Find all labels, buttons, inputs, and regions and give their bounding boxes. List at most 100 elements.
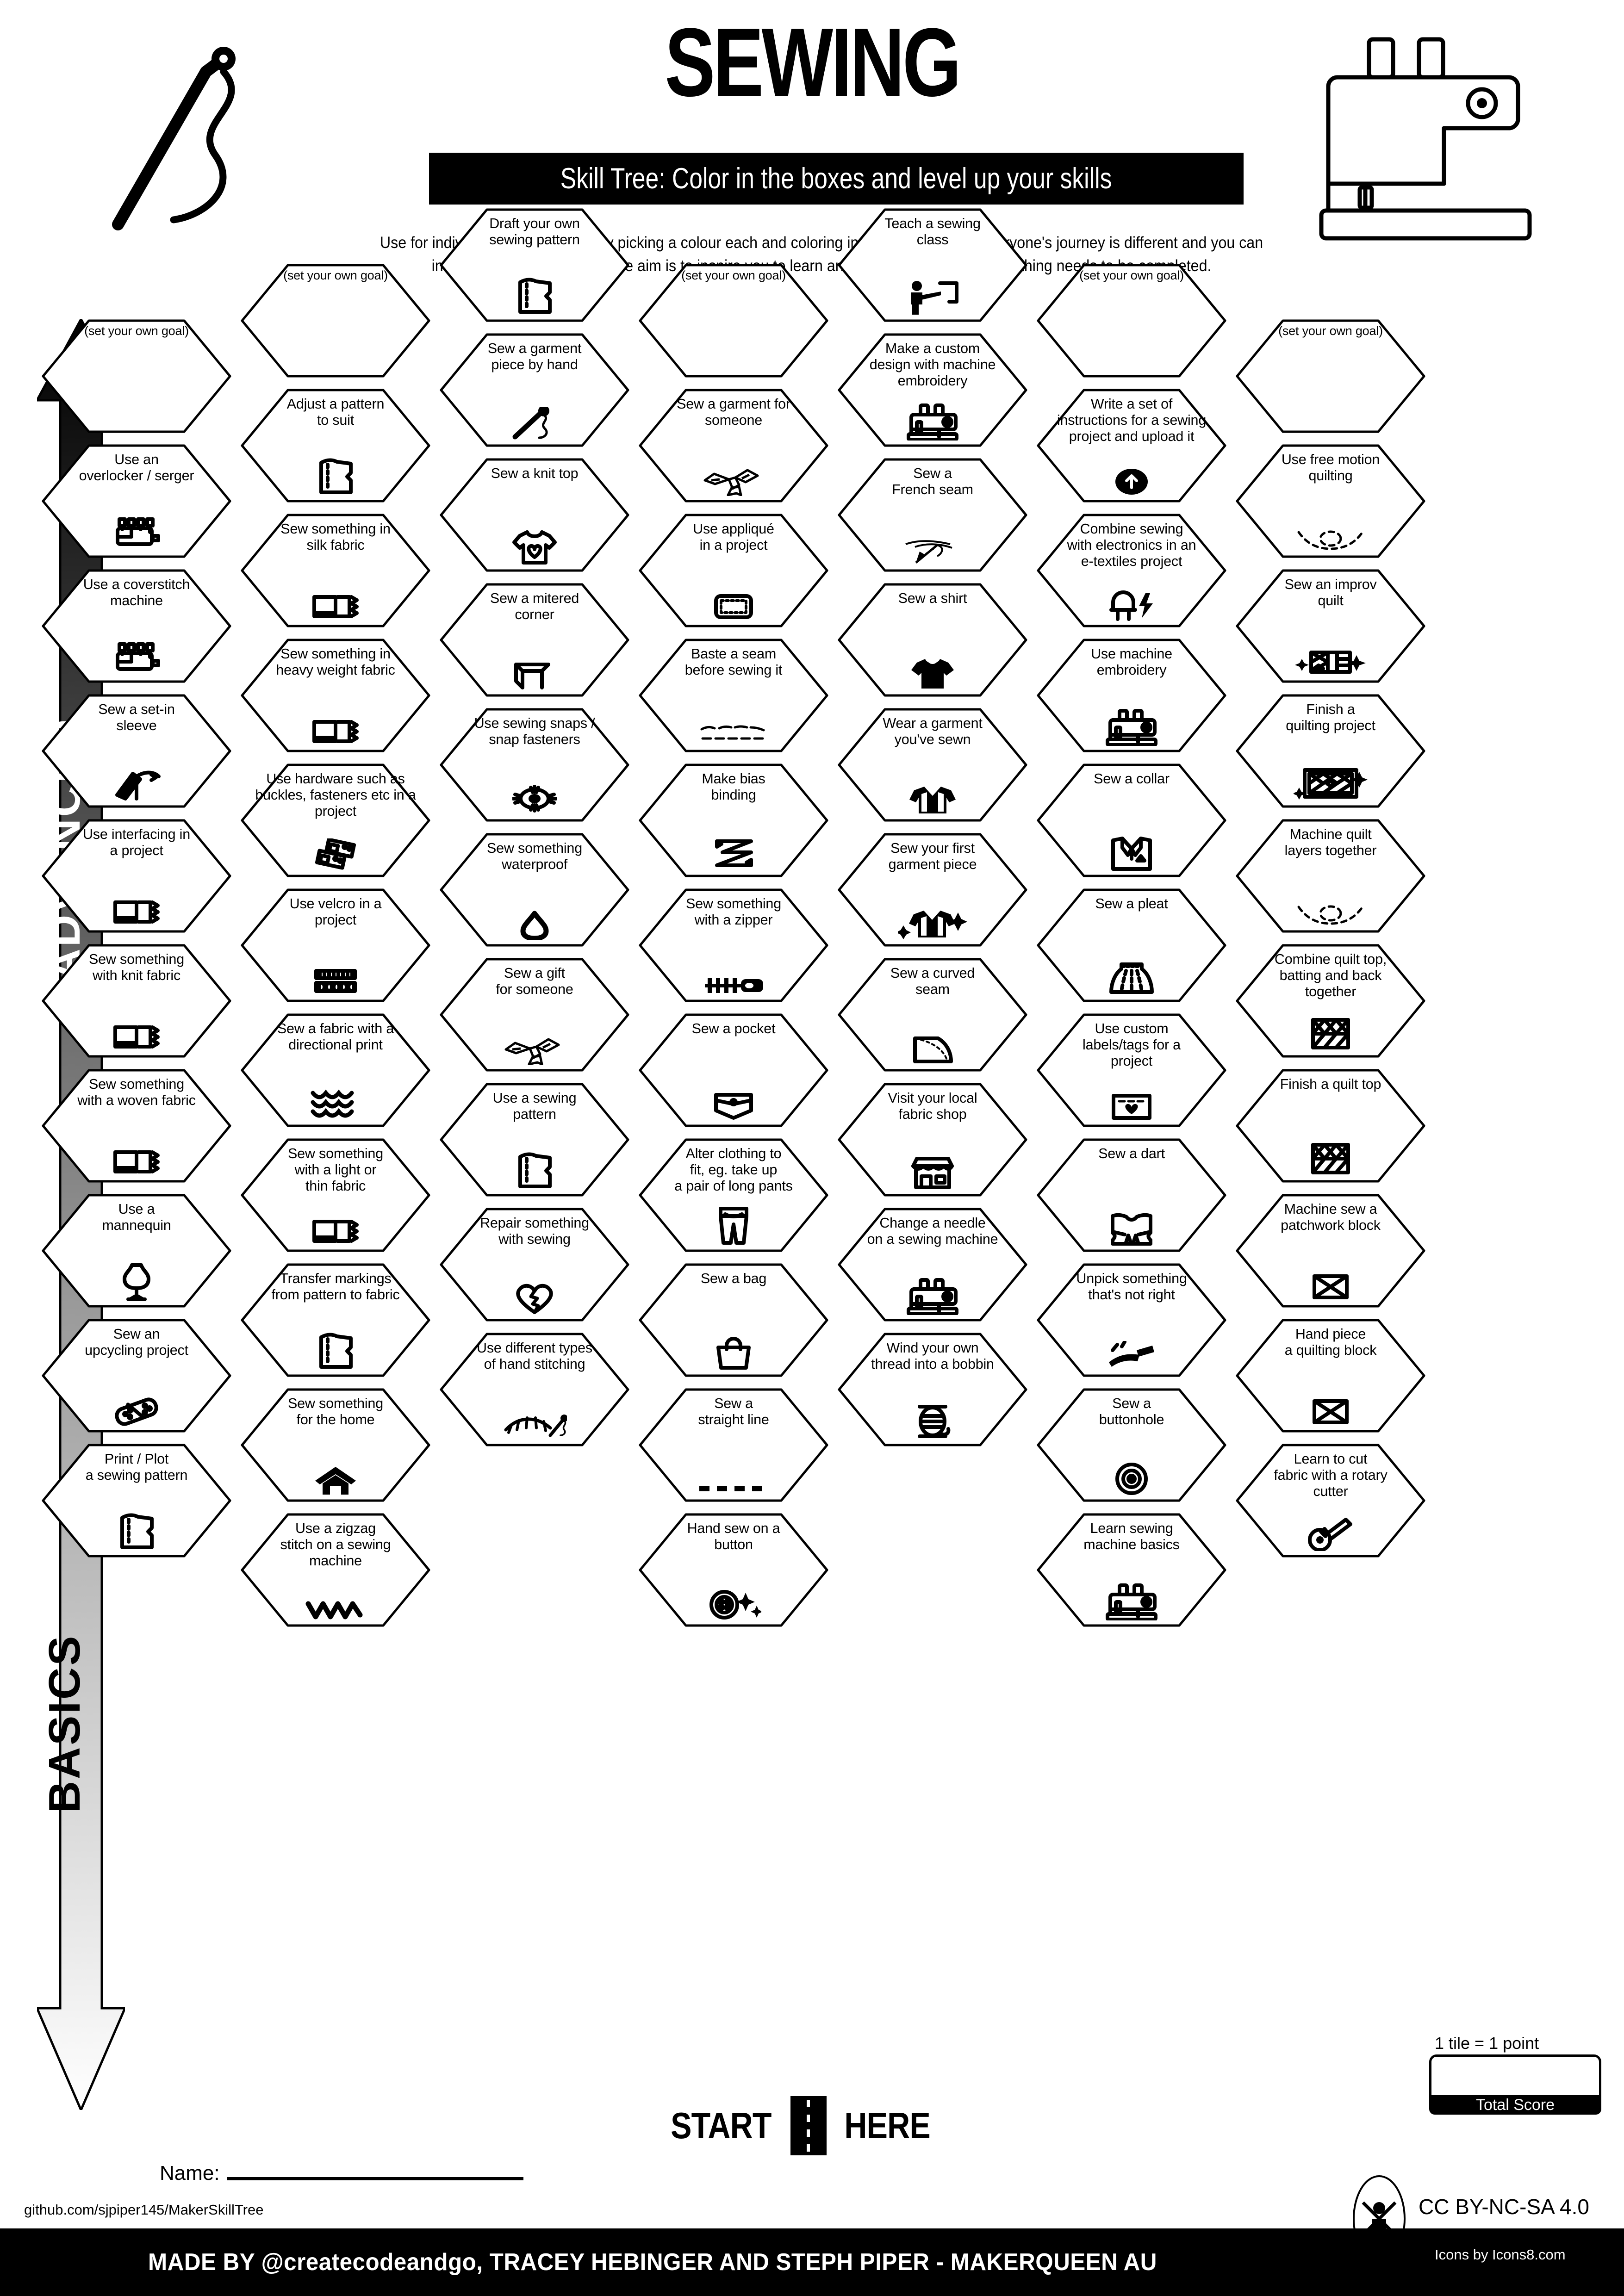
skill-tile[interactable]: Use free motion quilting	[1236, 444, 1425, 558]
skill-tile[interactable]: Sew something waterproof	[440, 833, 629, 947]
skill-tile[interactable]: (set your own goal)	[241, 264, 430, 378]
skill-tile[interactable]: Adjust a pattern to suit	[241, 389, 430, 503]
skill-tile[interactable]: Sew a French seam	[838, 458, 1027, 572]
skill-tile[interactable]: Sew an improv quilt	[1236, 569, 1425, 683]
skill-tile[interactable]: Sew a curved seam	[838, 958, 1027, 1072]
skill-tile-label: (set your own goal)	[283, 268, 388, 282]
subtitle-banner: Skill Tree: Color in the boxes and level…	[429, 153, 1244, 205]
skill-tile[interactable]: Draft your own sewing pattern	[440, 208, 629, 322]
skill-tile[interactable]: Sew a collar	[1037, 763, 1226, 877]
skill-tile[interactable]: Hand piece a quilting block	[1236, 1319, 1425, 1433]
skill-tile[interactable]: Sew something with a woven fabric	[42, 1069, 231, 1183]
skill-tile[interactable]: Sew a mitered corner	[440, 583, 629, 697]
skill-tile[interactable]: Use an overlocker / serger	[42, 444, 231, 558]
skill-tile[interactable]: Sew a gift for someone	[440, 958, 629, 1072]
skill-tile[interactable]: Machine sew a patchwork block	[1236, 1194, 1425, 1308]
skill-tile[interactable]: Sew something with a light or thin fabric	[241, 1138, 430, 1252]
skill-tile[interactable]: Sew a dart	[1037, 1138, 1226, 1252]
dashline-icon	[639, 1456, 828, 1496]
skill-tile[interactable]: Sew your first garment piece	[838, 833, 1027, 947]
skill-tile[interactable]: (set your own goal)	[42, 319, 231, 433]
skill-tile-label: Adjust a pattern to suit	[286, 396, 385, 428]
skill-tile[interactable]: Visit your local fabric shop	[838, 1083, 1027, 1197]
skill-tile[interactable]: Use a coverstitch machine	[42, 569, 231, 683]
credits-text: MADE BY @createcodeandgo, TRACEY HEBINGE…	[148, 2249, 1157, 2276]
skill-tile[interactable]: Make a custom design with machine embroide…	[838, 333, 1027, 447]
name-field-row[interactable]: Name:	[160, 2162, 523, 2185]
skill-tile[interactable]: Use machine embroidery	[1037, 639, 1226, 752]
skill-tile[interactable]: Sew something in silk fabric	[241, 514, 430, 627]
skill-tile[interactable]: Wind your own thread into a bobbin	[838, 1333, 1027, 1446]
machine-icon	[1037, 1581, 1226, 1620]
snap-icon	[440, 776, 629, 815]
quiltblock-icon	[1236, 1011, 1425, 1051]
button-icon	[1037, 1456, 1226, 1496]
skill-tile[interactable]: Unpick something that's not right	[1037, 1263, 1226, 1377]
skill-tile[interactable]: Sew a garment piece by hand	[440, 333, 629, 447]
skill-tile[interactable]: Sew something for the home	[241, 1388, 430, 1502]
skill-tile[interactable]: Sew a buttonhole	[1037, 1388, 1226, 1502]
skill-tile[interactable]: Use a mannequin	[42, 1194, 231, 1308]
skill-tile[interactable]: Alter clothing to fit, eg. take up a pair …	[639, 1138, 828, 1252]
skill-tile[interactable]: Use hardware such as buckles, fasteners e…	[241, 763, 430, 877]
skill-tile[interactable]: Baste a seam before sewing it	[639, 639, 828, 752]
skill-tile[interactable]: Learn to cut fabric with a rotary cutter	[1236, 1444, 1425, 1558]
skill-tile[interactable]: Finish a quilt top	[1236, 1069, 1425, 1183]
baste-icon	[639, 706, 828, 746]
skill-tile[interactable]: Use different types of hand stitching	[440, 1333, 629, 1446]
skill-tile[interactable]: Sew a set-in sleeve	[42, 694, 231, 808]
skill-tile[interactable]: Hand sew on a button	[639, 1513, 828, 1627]
github-link[interactable]: github.com/sjpiper145/MakerSkillTree	[24, 2202, 264, 2218]
skill-tile[interactable]: (set your own goal)	[1037, 264, 1226, 378]
skill-tile[interactable]: Sew a bag	[639, 1263, 828, 1377]
skill-tile[interactable]: Machine quilt layers together	[1236, 819, 1425, 933]
skill-tile-label: Sew something waterproof	[487, 840, 582, 872]
skill-tile-label: Sew a garment piece by hand	[487, 341, 582, 372]
skill-tile[interactable]: Sew a garment for someone	[639, 389, 828, 503]
skill-tile[interactable]: Write a set of instructions for a sewing p…	[1037, 389, 1226, 503]
skill-tile[interactable]: Wear a garment you've sewn	[838, 708, 1027, 822]
skill-tile[interactable]: Transfer markings from pattern to fabric	[241, 1263, 430, 1377]
skill-tile[interactable]: Use a zigzag stitch on a sewing machine	[241, 1513, 430, 1627]
skill-tile[interactable]: Use velcro in a project	[241, 888, 430, 1002]
skill-tile[interactable]: Use sewing snaps / snap fasteners	[440, 708, 629, 822]
frenchseam-icon	[838, 526, 1027, 565]
skill-tile-label: Use a sewing pattern	[492, 1090, 577, 1122]
skill-tile-label: Hand sew on a button	[687, 1520, 780, 1552]
skill-tile[interactable]: Use appliqué in a project	[639, 514, 828, 627]
button-sparkle-icon	[639, 1581, 828, 1620]
skill-tile[interactable]: Combine sewing with electronics in an e-te…	[1037, 514, 1226, 627]
skill-tile[interactable]: (set your own goal)	[639, 264, 828, 378]
skill-tile[interactable]: Teach a sewing class	[838, 208, 1027, 322]
skill-tile[interactable]: Sew a fabric with a directional print	[241, 1013, 430, 1127]
skill-tile[interactable]: Sew a straight line	[639, 1388, 828, 1502]
skill-tile[interactable]: Sew a shirt	[838, 583, 1027, 697]
skill-tile[interactable]: Make bias binding	[639, 763, 828, 877]
skill-tile[interactable]: Sew an upcycling project	[42, 1319, 231, 1433]
skill-tile[interactable]: Sew a pleat	[1037, 888, 1226, 1002]
skill-tile[interactable]: (set your own goal)	[1236, 319, 1425, 433]
skill-tile-label: Use sewing snaps / snap fasteners	[474, 715, 595, 747]
name-writing-line[interactable]	[227, 2177, 523, 2180]
skill-tile-label: Wind your own thread into a bobbin	[871, 1340, 994, 1372]
bandaid-icon	[42, 1386, 231, 1426]
skill-tile[interactable]: Finish a quilting project	[1236, 694, 1425, 808]
skill-tile[interactable]: Use custom labels/tags for a project	[1037, 1013, 1226, 1127]
skill-tile[interactable]: Sew a pocket	[639, 1013, 828, 1127]
skill-tile[interactable]: Print / Plot a sewing pattern	[42, 1444, 231, 1558]
pattern-icon	[241, 1331, 430, 1371]
fabric-bolt-icon	[241, 581, 430, 621]
buckle-icon	[241, 831, 430, 871]
skill-tile[interactable]: Use interfacing in a project	[42, 819, 231, 933]
skill-tile[interactable]: Sew something with knit fabric	[42, 944, 231, 1058]
skill-tile[interactable]: Learn sewing machine basics	[1037, 1513, 1226, 1627]
skill-tile[interactable]: Use a sewing pattern	[440, 1083, 629, 1197]
rotary-icon	[1236, 1511, 1425, 1551]
led-icon	[1037, 581, 1226, 621]
skill-tile[interactable]: Sew something in heavy weight fabric	[241, 639, 430, 752]
skill-tile[interactable]: Combine quilt top, batting and back togeth…	[1236, 944, 1425, 1058]
skill-tile[interactable]: Sew a knit top	[440, 458, 629, 572]
skill-tile[interactable]: Repair something with sewing	[440, 1208, 629, 1322]
skill-tile[interactable]: Sew something with a zipper	[639, 888, 828, 1002]
skill-tile[interactable]: Change a needle on a sewing machine	[838, 1208, 1027, 1322]
